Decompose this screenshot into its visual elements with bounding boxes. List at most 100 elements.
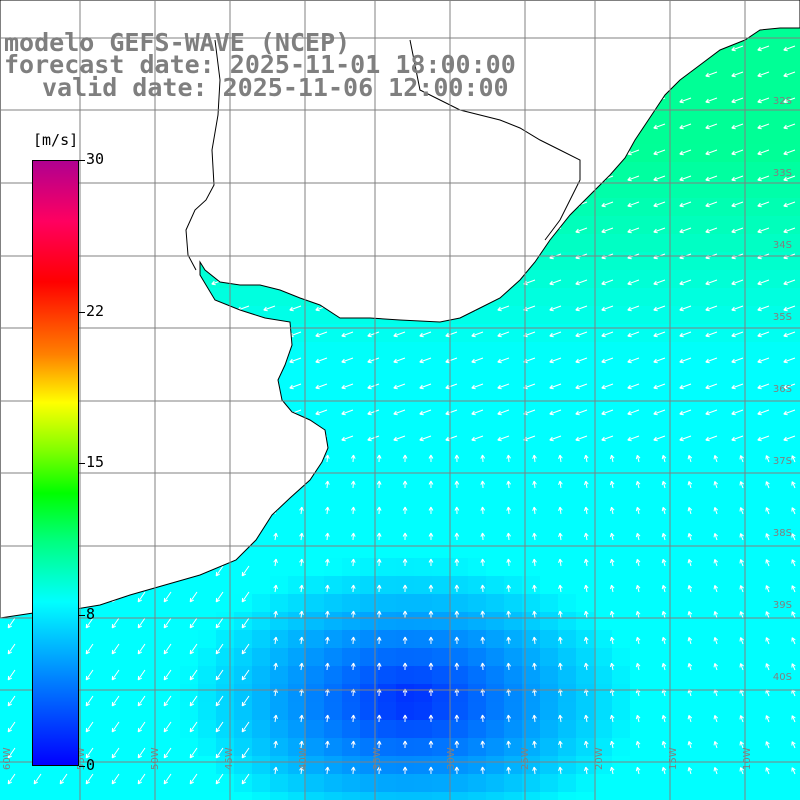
wind-arrow [739, 533, 744, 541]
wind-arrow [273, 636, 278, 645]
wind-cell [162, 612, 180, 630]
wind-cell [486, 630, 504, 648]
wind-cell [594, 486, 612, 504]
wind-arrow [299, 766, 304, 775]
wind-cell [234, 612, 252, 630]
wind-cell [522, 414, 540, 432]
wind-arrow [497, 383, 510, 390]
wind-arrow [299, 506, 304, 515]
wind-cell [792, 54, 800, 72]
wind-arrow [367, 435, 380, 442]
wind-cell [540, 558, 558, 576]
wind-cell [216, 594, 234, 612]
wind-cell [468, 612, 486, 630]
wind-cell [594, 432, 612, 450]
wind-cell [702, 630, 720, 648]
wind-cell [342, 648, 360, 666]
wind-arrow [350, 714, 356, 723]
wind-arrow [731, 123, 744, 130]
wind-arrow [679, 305, 692, 312]
wind-arrow [85, 643, 94, 655]
wind-cell [648, 756, 666, 774]
wind-cell [738, 360, 756, 378]
wind-cell [738, 108, 756, 126]
wind-cell [360, 720, 378, 738]
wind-cell [270, 540, 288, 558]
wind-cell [576, 288, 594, 306]
colorbar-unit: [m/s] [33, 131, 79, 149]
wind-arrow [299, 636, 304, 645]
wind-cell [702, 180, 720, 198]
wind-cell [414, 450, 432, 468]
wind-cell [684, 270, 702, 288]
wind-cell [306, 504, 324, 522]
latitude-label: 40S [773, 672, 792, 683]
wind-arrow [549, 279, 562, 286]
wind-cell [594, 720, 612, 738]
wind-cell [450, 522, 468, 540]
wind-cell [684, 306, 702, 324]
wind-arrow [393, 357, 406, 364]
wind-arrow [445, 435, 458, 442]
wind-arrow [454, 740, 460, 749]
wind-cell [468, 486, 486, 504]
wind-cell [702, 252, 720, 270]
wind-cell [252, 792, 270, 800]
wind-cell [576, 414, 594, 432]
wind-arrow [791, 767, 796, 775]
wind-cell [342, 342, 360, 360]
wind-cell [522, 630, 540, 648]
wind-arrow [471, 357, 484, 364]
wind-cell [396, 342, 414, 360]
wind-arrow [661, 584, 667, 593]
wind-cell [612, 702, 630, 720]
colorbar-tick-mark [79, 614, 85, 616]
wind-arrow [609, 636, 615, 645]
wind-arrow [575, 305, 588, 312]
wind-cell [720, 324, 738, 342]
wind-cell [450, 756, 468, 774]
wind-arrow [549, 383, 562, 390]
wind-cell [774, 774, 792, 792]
wind-cell [486, 468, 504, 486]
wind-cell [702, 360, 720, 378]
wind-cell [414, 720, 432, 738]
wind-arrow [471, 435, 484, 442]
wind-cell [540, 720, 558, 738]
wind-cell [720, 108, 738, 126]
wind-cell [324, 792, 342, 800]
wind-cell [648, 720, 666, 738]
wind-arrow [376, 740, 382, 749]
wind-cell [792, 468, 800, 486]
wind-cell [738, 234, 756, 252]
wind-cell [792, 774, 800, 792]
wind-arrow [705, 97, 718, 104]
wind-cell [432, 396, 450, 414]
wind-cell [738, 144, 756, 162]
wind-cell [756, 612, 774, 630]
wind-cell [126, 720, 144, 738]
wind-cell [198, 792, 216, 800]
wind-arrow [33, 773, 42, 785]
wind-arrow [454, 636, 460, 645]
wind-cell [738, 162, 756, 180]
wind-cell [630, 252, 648, 270]
wind-cell [612, 306, 630, 324]
wind-arrow [713, 585, 719, 593]
wind-cell [522, 774, 540, 792]
wind-cell [666, 198, 684, 216]
wind-arrow [7, 773, 16, 785]
longitude-label: 60W [2, 747, 13, 770]
wind-cell [432, 468, 450, 486]
wind-arrow [428, 740, 434, 749]
longitude-labels: 60W 55W 50W 45W 40W 35W 30W 25W 20W 15W 10W [2, 747, 753, 770]
wind-cell [504, 648, 522, 666]
wind-arrow [705, 279, 718, 286]
wind-cell [540, 576, 558, 594]
wind-cell [198, 756, 216, 774]
wind-cell [630, 270, 648, 288]
wind-cell [324, 684, 342, 702]
wind-cell [198, 684, 216, 702]
wind-cell [522, 702, 540, 720]
